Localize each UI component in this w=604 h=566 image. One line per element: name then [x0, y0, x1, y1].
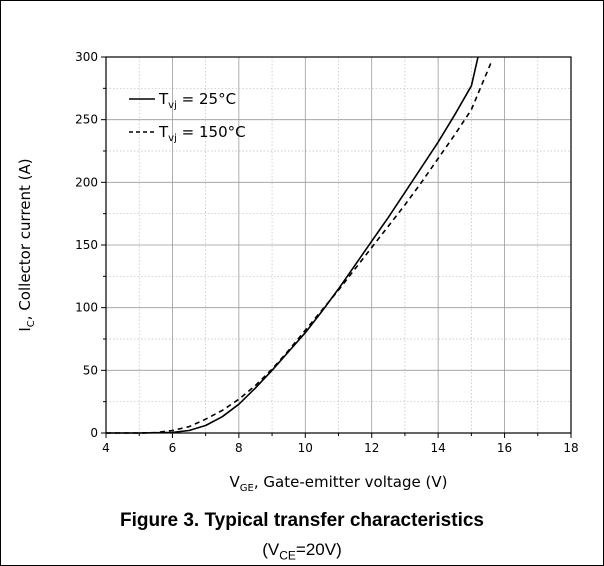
x-tick-label: 4: [102, 441, 110, 455]
y-tick-label: 150: [75, 238, 98, 252]
x-tick-label: 10: [298, 441, 313, 455]
x-tick-label: 16: [497, 441, 512, 455]
series-line-2: [106, 61, 493, 434]
transfer-characteristics-chart: 4 6 8 10 12 14 16 18 0 50 100 150 200 250 300 Tvj = 25…: [16, 50, 579, 494]
x-tick-label: 18: [563, 441, 578, 455]
y-tick-label: 200: [75, 175, 98, 189]
x-tick-label: 8: [235, 441, 243, 455]
legend: Tvj = 25°C Tvj = 150°C: [129, 90, 246, 144]
y-axis-label: IC, Collector current (A): [16, 158, 37, 331]
figure-caption-condition: (VCE=20V): [262, 540, 342, 563]
y-tick-label: 100: [75, 301, 98, 315]
series-line-1: [106, 56, 479, 434]
figure-caption-title: Figure 3. Typical transfer characteristi…: [120, 510, 484, 531]
legend-label-2: Tvj = 150°C: [158, 123, 246, 144]
grid: [106, 57, 571, 433]
y-tick-label: 50: [83, 363, 98, 377]
series-layer: [106, 56, 493, 434]
y-tick-label: 250: [75, 113, 98, 127]
axis-ticks: 4 6 8 10 12 14 16 18 0 50 100 150 200 250 300: [75, 50, 579, 455]
legend-label-1: Tvj = 25°C: [158, 90, 236, 111]
x-tick-label: 6: [169, 441, 177, 455]
x-axis-label: VGE, Gate-emitter voltage (V): [230, 473, 448, 494]
y-tick-label: 0: [90, 426, 98, 440]
x-tick-label: 12: [364, 441, 379, 455]
y-tick-label: 300: [75, 50, 98, 64]
x-tick-label: 14: [431, 441, 446, 455]
